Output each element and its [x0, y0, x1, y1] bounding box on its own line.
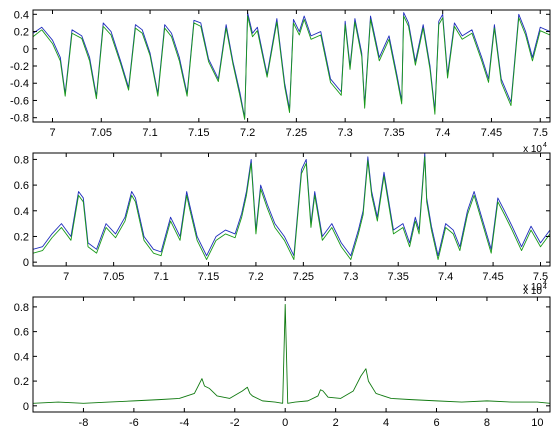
y-tick-label: 0 — [23, 44, 29, 56]
x-tick-label: 2 — [333, 417, 339, 429]
x-tick-label: 7.5 — [533, 271, 548, 283]
y-tick-label: -0.4 — [10, 78, 29, 90]
x-tick-label: 6 — [433, 417, 439, 429]
x-tick-label: 0 — [282, 417, 288, 429]
x-tick-label: 7.05 — [91, 127, 112, 139]
y-tick-label: 0.6 — [14, 327, 29, 339]
x-tick-label: 7 — [63, 271, 69, 283]
x-tick-label: -2 — [230, 417, 240, 429]
series-line-middle-0 — [33, 153, 550, 257]
y-tick-label: 0.4 — [14, 206, 29, 218]
x-tick-label: 7.25 — [286, 127, 307, 139]
x-tick-label: -8 — [79, 417, 89, 429]
y-tick-label: -0.8 — [10, 113, 29, 125]
y-tick-label: 0.8 — [14, 154, 29, 166]
chart-panel-top: 7 7.05 7.1 7.15 7.2 7.25 7.3 7.35 7.4 7.45 7.5 -0.8… — [10, 9, 551, 155]
x-tick-label: 10 — [531, 417, 543, 429]
x-tick-label: 7.1 — [153, 271, 168, 283]
y-tick-label: 0.8 — [14, 302, 29, 314]
x-exponent-power-middle: 4 — [543, 280, 547, 287]
axes-frame-middle — [32, 152, 551, 267]
y-tick-label: 0.2 — [14, 27, 29, 39]
x-tick-label: 7.2 — [240, 127, 255, 139]
x-tick-label: 7.05 — [103, 271, 124, 283]
x-tick-label: -4 — [179, 417, 189, 429]
x-tick-label: 7.3 — [343, 271, 358, 283]
x-tick-label: 7.5 — [533, 127, 548, 139]
x-exponent-label-bottom: x 10 — [523, 286, 542, 297]
y-tick-label: 0.4 — [14, 9, 29, 21]
x-tick-label: 7.35 — [388, 271, 409, 283]
chart-panel-middle: 7 7.05 7.1 7.15 7.2 7.25 7.3 7.35 7.4 7.45 7.5 0 0.2… — [14, 152, 551, 293]
x-tick-label: 4 — [383, 417, 389, 429]
x-tick-label: 7.15 — [198, 271, 219, 283]
y-tick-label: -0.6 — [10, 95, 29, 107]
x-tick-label: 7.1 — [142, 127, 157, 139]
x-tick-label: 7.4 — [435, 127, 450, 139]
x-tick-label: 7.2 — [248, 271, 263, 283]
y-tick-label: 0.6 — [14, 180, 29, 192]
x-tick-label: 7.45 — [481, 127, 502, 139]
x-tick-label: 7.15 — [188, 127, 209, 139]
y-tick-label: -0.2 — [10, 61, 29, 73]
y-tick-label: 0 — [23, 257, 29, 269]
x-exponent-label-middle: x 10 — [523, 282, 542, 293]
series-line-top-1 — [33, 15, 550, 120]
x-tick-label: 7.3 — [338, 127, 353, 139]
x-exponent-power-bottom: 4 — [543, 284, 547, 291]
x-tick-label: 7.45 — [482, 271, 503, 283]
series-line-bottom-0 — [33, 303, 550, 404]
series-line-middle-1 — [33, 156, 550, 261]
x-tick-label: 7.25 — [293, 271, 314, 283]
x-tick-label: 8 — [484, 417, 490, 429]
x-tick-label: 7.35 — [383, 127, 404, 139]
axes-frame-bottom — [32, 296, 551, 413]
y-tick-label: 0.2 — [14, 231, 29, 243]
y-tick-label: 0.2 — [14, 376, 29, 388]
x-tick-label: -6 — [129, 417, 139, 429]
y-tick-label: 0 — [23, 401, 29, 413]
x-tick-label: 7.4 — [438, 271, 453, 283]
x-exponent-power-top: 4 — [543, 142, 547, 149]
y-tick-label: 0.4 — [14, 351, 29, 363]
x-exponent-label-top: x 10 — [523, 144, 542, 155]
x-tick-label: 7 — [49, 127, 55, 139]
